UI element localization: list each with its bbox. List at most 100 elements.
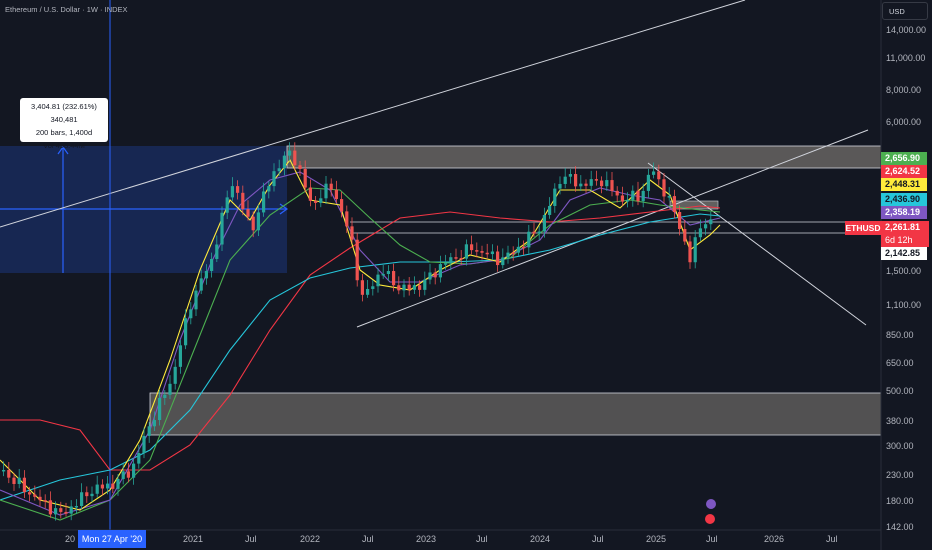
candle-body	[496, 251, 500, 266]
candle-body	[563, 176, 567, 184]
event-icon-lightning[interactable]	[706, 499, 716, 509]
measure-tooltip: 3,404.81 (232.61%) 340,481 200 bars, 1,4…	[20, 98, 108, 150]
candle-body	[350, 226, 354, 240]
price-tick: 6,000.00	[886, 117, 922, 127]
candle-body	[236, 186, 240, 193]
price-tick: 14,000.00	[886, 25, 927, 35]
candle-body	[277, 168, 281, 172]
candle-body	[444, 263, 448, 265]
candle-body	[470, 244, 474, 251]
resistance-zone[interactable]	[286, 145, 882, 169]
currency-badge[interactable]: USD	[882, 2, 928, 20]
candle-body	[163, 394, 167, 398]
candle-body	[329, 183, 333, 190]
ma-purple	[0, 171, 721, 516]
candle-body	[412, 285, 416, 290]
candle-body	[589, 179, 593, 186]
candle-body	[579, 183, 583, 187]
candle-body	[407, 284, 411, 290]
candle-body	[527, 231, 531, 248]
candle-body	[662, 179, 666, 197]
candle-body	[693, 237, 697, 263]
candle-body	[59, 508, 63, 512]
candle-body	[324, 183, 328, 199]
candle-body	[397, 285, 401, 291]
candle-body	[683, 228, 687, 242]
candle-body	[345, 211, 349, 227]
candle-body	[194, 290, 198, 310]
candle-body	[485, 252, 489, 255]
candle-body	[199, 278, 203, 291]
candle-body	[516, 246, 520, 253]
candle-body	[594, 179, 598, 181]
candle-body	[568, 174, 572, 177]
ma-yellow	[0, 158, 721, 511]
measure-volume: Vol 458.44M	[43, 141, 85, 150]
candle-body	[464, 244, 468, 259]
price-tick: 300.00	[886, 441, 914, 451]
candle-body	[402, 284, 406, 291]
candle-body	[506, 252, 510, 258]
price-tick: 650.00	[886, 358, 914, 368]
symbol-title[interactable]: Ethereum / U.S. Dollar · 1W · INDEX	[5, 5, 128, 14]
small-zone[interactable]	[669, 200, 719, 210]
candle-body	[28, 492, 32, 495]
candle-body	[293, 150, 297, 166]
candle-body	[672, 196, 676, 212]
candle-body	[615, 190, 619, 196]
trendline-support[interactable]	[356, 129, 869, 328]
candle-body	[116, 478, 120, 489]
candle-body	[106, 483, 110, 489]
candle-body	[225, 197, 229, 213]
candle-body	[288, 150, 292, 156]
candle-body	[132, 463, 136, 478]
candle-body	[709, 219, 713, 225]
candle-body	[282, 155, 286, 169]
candle-body	[126, 471, 130, 478]
candle-body	[220, 212, 224, 245]
price-tick: 1,500.00	[886, 266, 922, 276]
candle-body	[490, 251, 494, 255]
candle-body	[308, 187, 312, 201]
trendline-down[interactable]	[647, 162, 867, 326]
candle-body	[423, 279, 427, 290]
candle-body	[100, 484, 104, 489]
trendline-long[interactable]	[0, 0, 746, 228]
support-zone[interactable]	[149, 392, 882, 436]
last-price-label: 2,261.81 6d 12h	[881, 221, 929, 247]
candle-body	[111, 483, 115, 489]
candle-body	[548, 205, 552, 215]
candle-body	[641, 190, 645, 202]
time-tick: Jul	[362, 534, 374, 544]
price-tick: 8,000.00	[886, 85, 922, 95]
event-icon-flag[interactable]	[705, 514, 715, 524]
time-tick: 2023	[416, 534, 437, 544]
candlesticks	[2, 142, 713, 521]
candle-body	[173, 366, 177, 384]
candle-body	[454, 257, 458, 259]
candle-body	[43, 500, 47, 502]
candle-body	[418, 285, 422, 290]
candle-body	[433, 272, 437, 278]
time-tick: 2024	[530, 534, 551, 544]
candle-body	[553, 188, 557, 206]
candle-body	[537, 231, 541, 234]
candle-body	[610, 180, 614, 191]
candle-body	[204, 270, 208, 279]
price-tick: 11,000.00	[886, 53, 926, 63]
candle-body	[334, 189, 338, 200]
candle-body	[54, 508, 58, 515]
candle-body	[704, 224, 708, 229]
candle-body	[152, 420, 156, 427]
candle-body	[246, 209, 250, 217]
symbol-price-tag: ETHUSD	[845, 221, 881, 235]
candle-body	[428, 272, 432, 280]
candle-body	[95, 484, 99, 494]
candle-body	[652, 171, 656, 175]
measure-bars: 200 bars, 1,400d	[35, 128, 93, 137]
time-tick: 2025	[646, 534, 667, 544]
time-tick: 2021	[183, 534, 204, 544]
candle-body	[386, 271, 390, 274]
time-tick: Jul	[592, 534, 604, 544]
